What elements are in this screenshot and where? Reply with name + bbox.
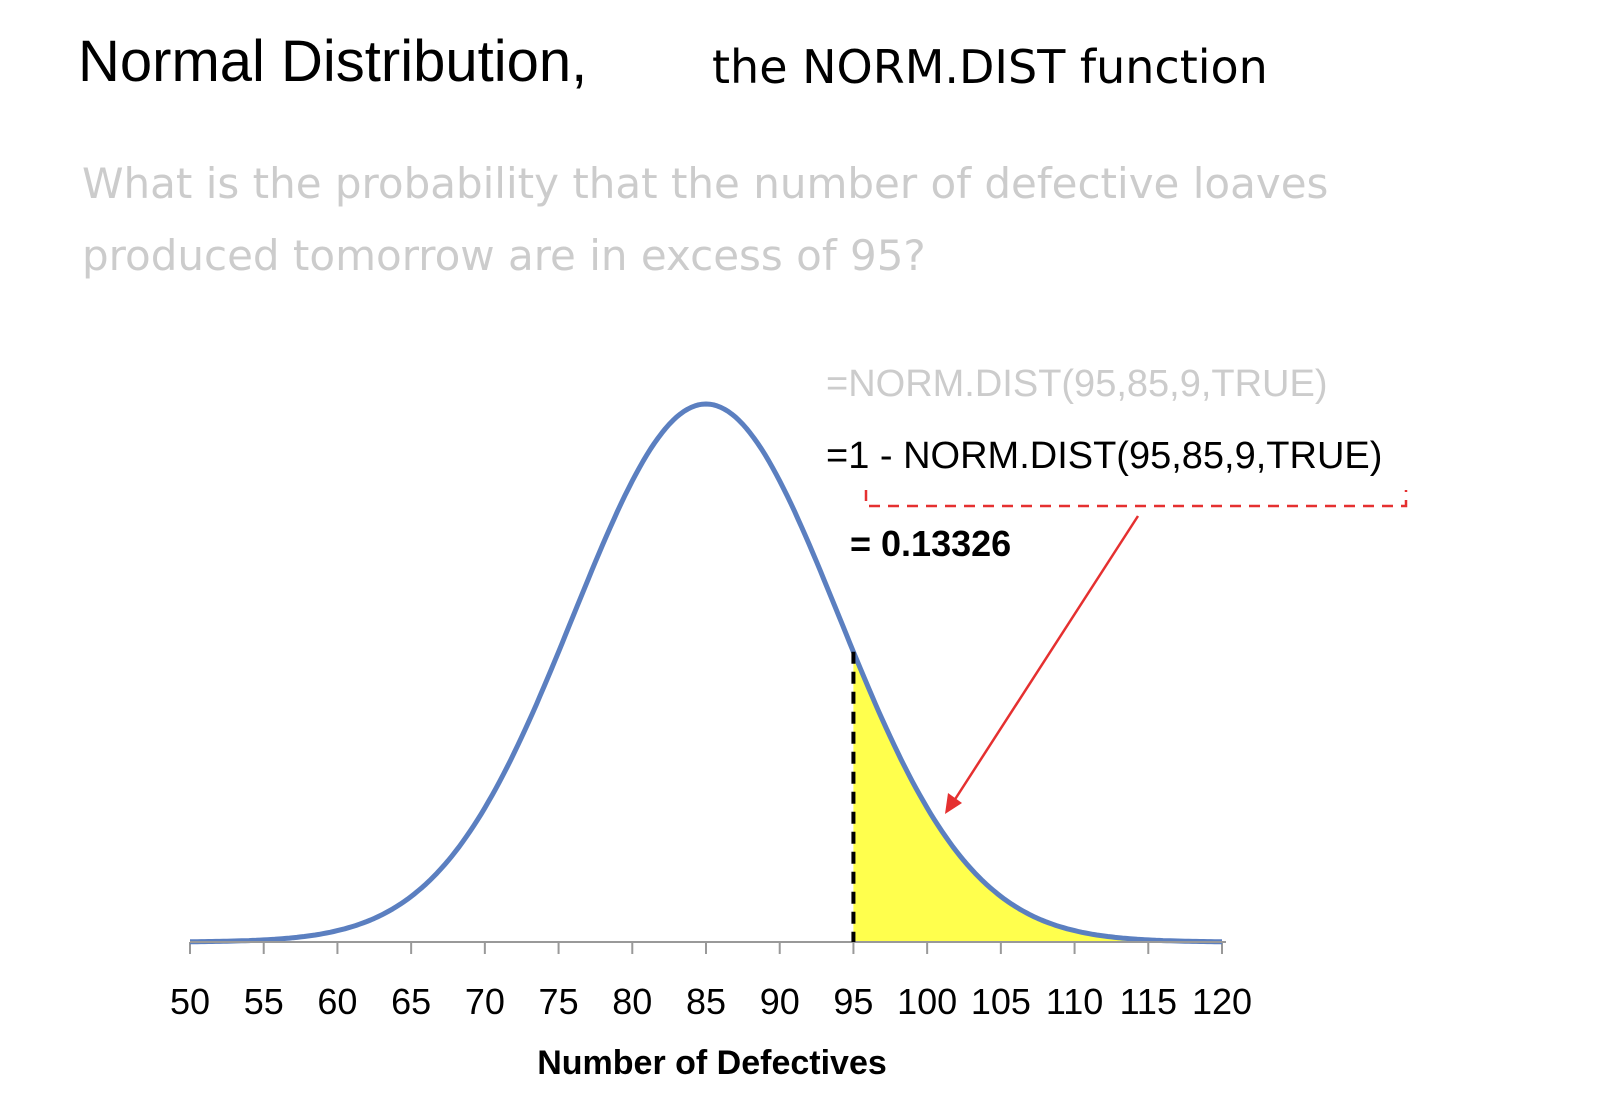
x-tick-label: 55 [244, 981, 284, 1022]
question-text: What is the probability that the number … [82, 148, 1482, 292]
formula-bracket [864, 490, 1408, 508]
x-tick-label: 50 [170, 981, 210, 1022]
formula-faded: =NORM.DIST(95,85,9,TRUE) [826, 363, 1328, 405]
question-line-2: produced tomorrow are in excess of 95? [82, 231, 926, 280]
x-tick-label: 85 [686, 981, 726, 1022]
x-tick-label: 80 [612, 981, 652, 1022]
x-tick-label: 75 [539, 981, 579, 1022]
formula-main: =1 - NORM.DIST(95,85,9,TRUE) [826, 435, 1382, 477]
x-tick-label: 100 [897, 981, 957, 1022]
x-tick-label: 70 [465, 981, 505, 1022]
pointer-arrow [950, 515, 1140, 805]
question-line-1: What is the probability that the number … [82, 159, 1329, 208]
arrow-head-icon [945, 793, 962, 814]
x-tick-label: 110 [1046, 981, 1103, 1022]
x-tick-label: 115 [1120, 981, 1177, 1022]
normal-curve [190, 401, 1222, 945]
shaded-tail-area [853, 651, 1222, 942]
x-tick-label: 105 [971, 981, 1031, 1022]
x-axis-title: Number of Defectives [537, 1044, 887, 1082]
x-tick-label: 65 [391, 981, 431, 1022]
page-title: Normal Distribution, [78, 29, 588, 94]
x-tick-label: 120 [1192, 981, 1252, 1022]
page-subtitle: the NORM.DIST function [712, 40, 1268, 94]
result-value: = 0.13326 [850, 523, 1011, 564]
x-tick-label: 90 [760, 981, 800, 1022]
x-tick-label: 60 [317, 981, 357, 1022]
x-tick-label: 95 [833, 981, 873, 1022]
